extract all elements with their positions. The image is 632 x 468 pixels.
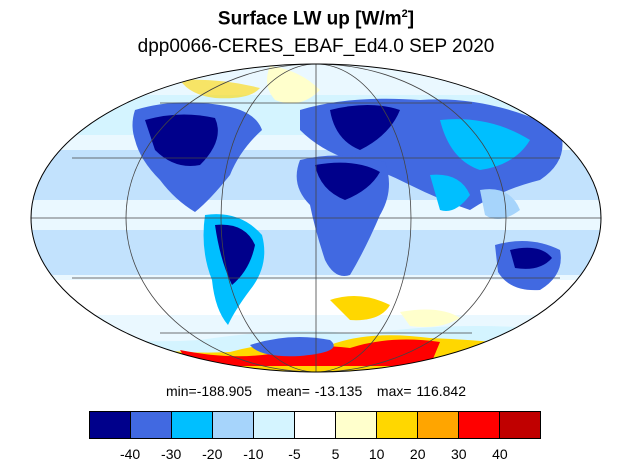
sahara [315,162,380,200]
colorbar-swatch [500,412,540,438]
colorbar-swatch [336,412,377,438]
india [430,174,470,211]
colorbar-swatch [418,412,459,438]
colorbar-tick-label: -30 [161,446,182,462]
colorbar-swatch [213,412,254,438]
plot-title: Surface LW up [W/m2] [217,8,415,30]
colorbar-tick-label: -10 [243,446,264,462]
arctic-canada [180,79,260,99]
colorbar-swatch [295,412,336,438]
map-border [30,63,602,373]
colorbar [89,411,541,439]
sea-ice-patch [330,296,390,321]
colorbar-tick-label: 10 [368,446,385,462]
australia-interior [510,247,552,269]
stat-mean: mean= -13.135 [266,383,363,399]
colorbar-swatch [459,412,500,438]
sea-ice-patch-2 [400,309,460,327]
plot-subtitle: dpp0066-CERES_EBAF_Ed4.0 SEP 2020 [137,36,495,57]
colorbar-swatch [131,412,172,438]
colorbar-tick-label: -5 [288,446,301,462]
colorbar-swatch [377,412,418,438]
colorbar-tick-label: -40 [119,446,141,462]
stat-max: max= 116.842 [376,383,467,399]
antarctica-interior [250,336,334,357]
colorbar-tick-label: 20 [409,446,426,462]
stat-min: min=-188.905 [165,383,252,399]
stats-line: min=-188.905 mean= -13.135 max= 116.842 [0,383,632,399]
world-map [30,63,602,373]
south-america-interior [215,224,255,285]
colorbar-tick-label: -20 [202,446,223,462]
colorbar-swatch [90,412,131,438]
central-asia [440,119,530,170]
colorbar-tick-label: 30 [451,446,467,462]
colorbar-tick-label: 40 [492,446,508,462]
colorbar-tick-label: 5 [331,446,340,462]
southeast-asia [480,189,520,219]
north-america-interior [145,114,218,166]
europe-west-asia [330,105,400,150]
colorbar-swatch [172,412,213,438]
colorbar-swatch [254,412,295,438]
